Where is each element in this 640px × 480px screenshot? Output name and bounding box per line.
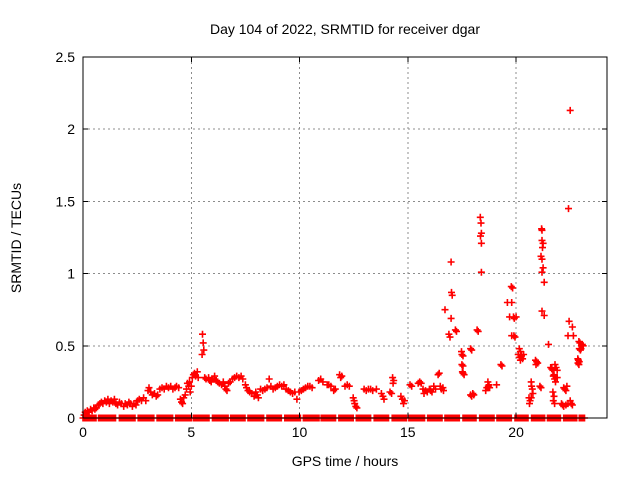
- y-tick-label: 2.5: [56, 49, 76, 65]
- axis-ticks: [82, 56, 607, 419]
- x-tick-label: 5: [187, 424, 195, 440]
- x-tick-label: 10: [292, 424, 308, 440]
- grid-lines: [83, 57, 607, 418]
- y-tick-label: 2: [67, 121, 75, 137]
- axis-border: [82, 56, 608, 419]
- x-tick-label: 20: [508, 424, 524, 440]
- scatter-points: [79, 106, 588, 422]
- y-tick-label: 1: [67, 266, 75, 282]
- y-tick-label: 1.5: [56, 193, 76, 209]
- y-tick-labels: 0 0.5 1 1.5 2 2.5: [56, 49, 76, 426]
- x-axis-label: GPS time / hours: [291, 453, 399, 469]
- chart-title: Day 104 of 2022, SRMTID for receiver dga…: [209, 21, 480, 37]
- x-tick-label: 0: [79, 424, 87, 440]
- y-tick-label: 0: [67, 410, 75, 426]
- y-tick-label: 0.5: [56, 338, 76, 354]
- x-tick-labels: 0 5 10 15 20: [79, 424, 524, 440]
- x-tick-label: 15: [400, 424, 416, 440]
